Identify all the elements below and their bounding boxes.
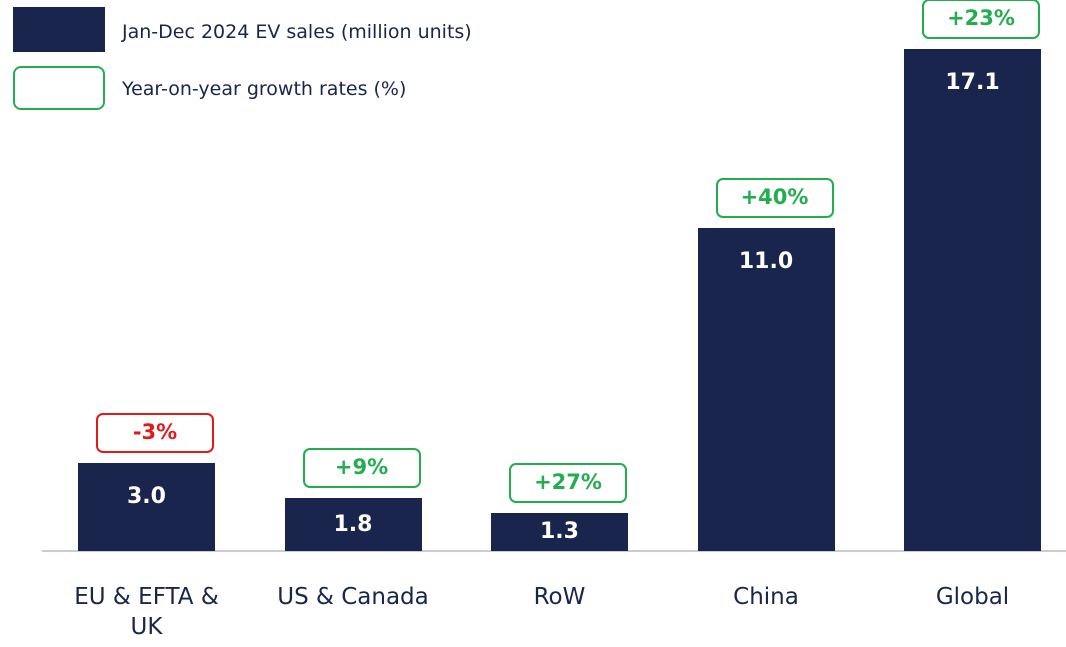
bar (491, 512, 628, 551)
bar (697, 228, 835, 551)
bar (904, 49, 1041, 551)
x-tick-label: EU & EFTA & UK (74, 584, 219, 640)
bar (78, 462, 215, 551)
x-tick-label: China (733, 584, 799, 610)
x-tick-label: Global (935, 584, 1010, 610)
growth-label: +9% (302, 448, 421, 489)
growth-label: +27% (509, 462, 627, 503)
bar-value-label: 1.8 (333, 511, 373, 537)
x-tick-label: RoW (533, 584, 586, 610)
legend-label-growth: Year-on-year growth rates (%) (122, 78, 407, 100)
legend-label-sales: Jan-Dec 2024 EV sales (million units) (122, 21, 472, 43)
bar-value-label: 3.0 (127, 483, 166, 509)
bar-value-label: 11.0 (738, 249, 794, 275)
growth-label: -3% (96, 412, 214, 453)
bar-value-label: 17.1 (945, 70, 1000, 95)
baseline (42, 550, 1066, 552)
legend-swatch-growth (13, 66, 105, 110)
growth-label: +23% (922, 0, 1040, 39)
growth-label: +40% (715, 178, 834, 219)
legend-swatch-sales (13, 7, 105, 52)
bar-value-label: 1.3 (540, 518, 579, 544)
bar (284, 498, 422, 551)
x-tick-label: US & Canada (277, 584, 429, 610)
